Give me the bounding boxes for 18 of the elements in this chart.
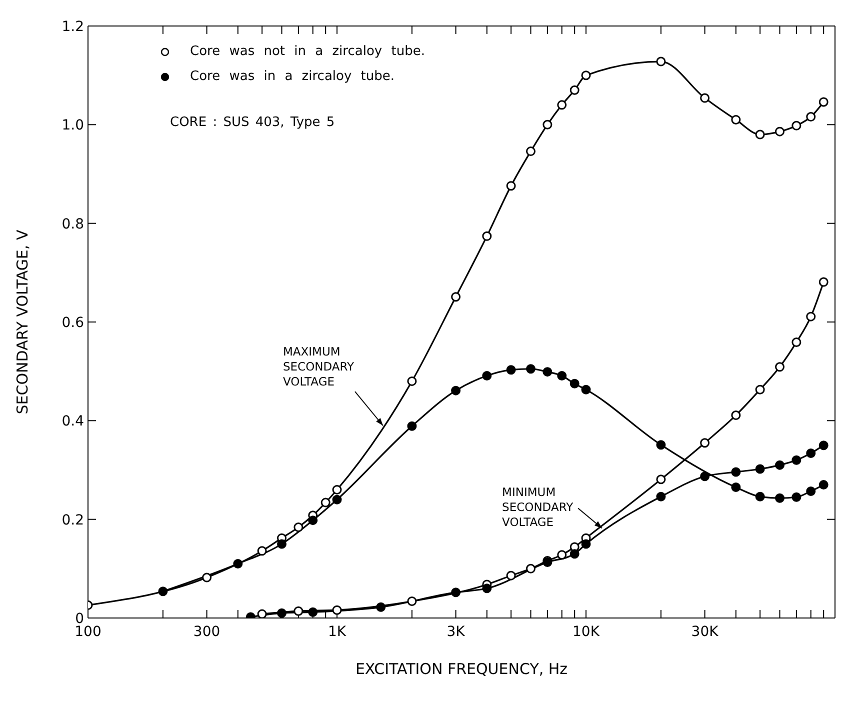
legend-label: Core was not in a zircaloy tube. <box>190 44 425 59</box>
y-axis-title: SECONDARY VOLTAGE, V <box>13 229 32 414</box>
x-tick-label: 30K <box>691 624 720 640</box>
annotation: MAXIMUM SECONDARY VOLTAGE <box>282 344 356 389</box>
annotation: CORE : SUS 403, Type 5 <box>170 115 335 130</box>
y-tick-label: 0.4 <box>62 414 84 430</box>
y-tick-label: 1.0 <box>62 118 84 134</box>
y-tick-label: 0.8 <box>62 216 84 232</box>
x-tick-label: 300 <box>193 624 220 640</box>
y-tick-label: 1.2 <box>62 19 84 35</box>
x-tick-label: 1K <box>328 624 347 640</box>
x-axis-title: EXCITATION FREQUENCY, Hz <box>355 660 568 678</box>
x-tick-label: 10K <box>572 624 600 640</box>
annotation: MINIMUM SECONDARY VOLTAGE <box>502 485 574 530</box>
legend-label: Core was in a zircaloy tube. <box>190 69 395 84</box>
x-tick-label: 3K <box>446 624 466 640</box>
y-tick-label: 0.6 <box>62 315 84 331</box>
y-tick-label: 0.2 <box>62 512 84 528</box>
